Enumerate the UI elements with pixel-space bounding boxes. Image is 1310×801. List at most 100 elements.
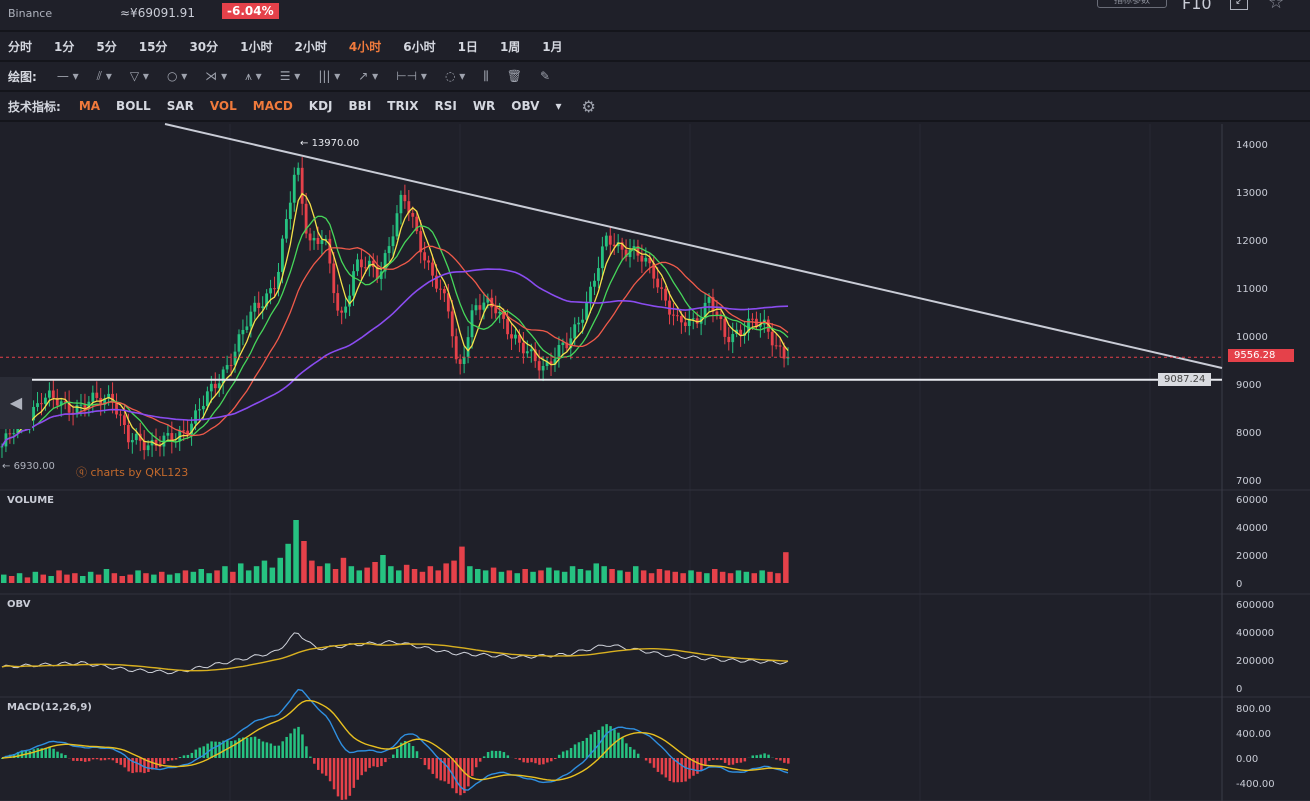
candle-body	[363, 267, 367, 269]
candle-body	[411, 213, 415, 217]
trash-icon[interactable]: 🗑	[506, 68, 523, 83]
volume-bar	[1, 574, 7, 583]
change-badge: -6.04%	[222, 3, 279, 19]
fullscreen-icon[interactable]: ↙	[1230, 0, 1248, 10]
macd-histogram-bar	[779, 758, 782, 761]
macd-histogram-bar	[372, 758, 375, 767]
macd-histogram-bar	[313, 758, 316, 764]
timeframe-5[interactable]: 1小时	[240, 39, 273, 54]
macd-histogram-bar	[230, 740, 233, 758]
pen-icon[interactable]: ✎	[540, 68, 551, 83]
candle-body	[332, 263, 336, 294]
macd-histogram-bar	[763, 753, 766, 758]
macd-histogram-bar	[459, 758, 462, 796]
scroll-left-button[interactable]: ◀	[0, 377, 32, 429]
line-icon[interactable]: — ▾	[56, 68, 79, 83]
candle-body	[419, 231, 423, 253]
indicator-ma[interactable]: MA	[78, 99, 101, 113]
indicator-bbi[interactable]: BBI	[348, 99, 372, 113]
fib-icon[interactable]: ⫽ ▾	[96, 68, 112, 83]
macd-histogram-bar	[309, 756, 312, 758]
pattern-icon[interactable]: ⩚ ▾	[245, 68, 262, 83]
candle-body	[269, 288, 272, 294]
indicator-boll[interactable]: BOLL	[116, 99, 151, 113]
candle-toggle-icon[interactable]: ⫼	[483, 68, 489, 83]
timeframe-3[interactable]: 15分	[138, 39, 168, 54]
macd-histogram-bar	[538, 758, 541, 765]
params-button[interactable]: 指标参数	[1097, 0, 1167, 8]
candle-body	[8, 433, 12, 435]
timeframe-0[interactable]: 分时	[8, 39, 33, 54]
macd-histogram-bar	[486, 751, 490, 758]
arrow-icon[interactable]: ↗ ▾	[358, 68, 379, 83]
macd-histogram-bar	[64, 755, 67, 758]
indicator-rsi[interactable]: RSI	[434, 99, 457, 113]
candle-body	[506, 318, 509, 335]
macd-histogram-bar	[202, 746, 205, 758]
candle-body	[12, 433, 16, 435]
macd-histogram-bar	[297, 726, 300, 758]
macd-histogram-bar	[751, 755, 754, 758]
candle-body	[273, 288, 276, 290]
parallel-icon[interactable]: ||| ▾	[318, 68, 341, 83]
macd-histogram-bar	[660, 758, 664, 775]
macd-histogram-bar	[222, 740, 225, 758]
star-icon[interactable]: ☆	[1268, 0, 1285, 13]
indicator-macd[interactable]: MACD	[252, 99, 293, 113]
volume-bar	[735, 570, 742, 583]
macd-histogram-bar	[135, 758, 138, 773]
indicator-kdj[interactable]: KDJ	[308, 99, 333, 113]
macd-histogram-bar	[301, 734, 304, 758]
timeframe-1[interactable]: 1分	[54, 39, 75, 54]
candle-body	[423, 252, 427, 261]
indicator-obv[interactable]: OBV	[511, 99, 540, 113]
macd-histogram-bar	[293, 728, 296, 758]
volume-bar	[143, 573, 149, 583]
indicator-wr[interactable]: WR	[472, 99, 496, 113]
timeframe-2[interactable]: 5分	[96, 39, 117, 54]
timeframe-8[interactable]: 6小时	[403, 39, 436, 54]
candle-body	[616, 242, 620, 247]
volume-bar	[775, 573, 781, 583]
timeframe-7[interactable]: 4小时	[348, 39, 382, 54]
timeframe-4[interactable]: 30分	[189, 39, 219, 54]
f10-button[interactable]: F10	[1182, 0, 1212, 13]
axis-tick-label: 600000	[1236, 600, 1274, 611]
volume-bar	[364, 567, 370, 583]
volume-bar	[577, 569, 584, 583]
gann-icon[interactable]: ☰ ▾	[279, 68, 301, 83]
macd-histogram-bar	[348, 758, 352, 796]
candle-body	[407, 201, 411, 214]
measure-icon[interactable]: ⊢⊣ ▾	[396, 68, 427, 83]
volume-bar	[585, 570, 592, 583]
macd-histogram-bar	[723, 758, 727, 763]
obv-dropdown-icon[interactable]: ▾	[555, 99, 562, 113]
timeframe-11[interactable]: 1月	[542, 39, 563, 54]
axis-tick-label: 800.00	[1236, 704, 1271, 715]
timeframe-10[interactable]: 1周	[499, 39, 521, 54]
settings-gear-icon[interactable]: ⚙	[581, 96, 596, 116]
macd-histogram-bar	[475, 758, 478, 768]
candle-body	[312, 237, 316, 241]
macd-histogram-bar	[506, 755, 510, 758]
channel-icon[interactable]: ▽ ▾	[129, 68, 149, 83]
candle-body	[581, 319, 585, 323]
circle-icon[interactable]: ○ ▾	[166, 68, 188, 83]
wave-icon[interactable]: ⋊ ▾	[205, 68, 228, 83]
macd-histogram-bar	[715, 758, 719, 760]
timeframe-6[interactable]: 2小时	[294, 39, 327, 54]
volume-bar	[435, 570, 441, 583]
indicator-vol[interactable]: VOL	[209, 99, 237, 113]
chevron-left-icon: ◀	[9, 393, 23, 412]
candle-body	[288, 202, 292, 220]
indicator-sar[interactable]: SAR	[166, 99, 194, 113]
volume-bar	[696, 571, 702, 583]
support-price-label: 9087.24	[1158, 373, 1212, 386]
candle-body	[40, 403, 43, 405]
timeframe-9[interactable]: 1日	[457, 39, 478, 54]
volume-bar	[467, 566, 473, 583]
volume-bar	[625, 571, 631, 583]
indicator-trix[interactable]: TRIX	[387, 99, 419, 113]
comment-icon[interactable]: ◌ ▾	[444, 68, 466, 83]
